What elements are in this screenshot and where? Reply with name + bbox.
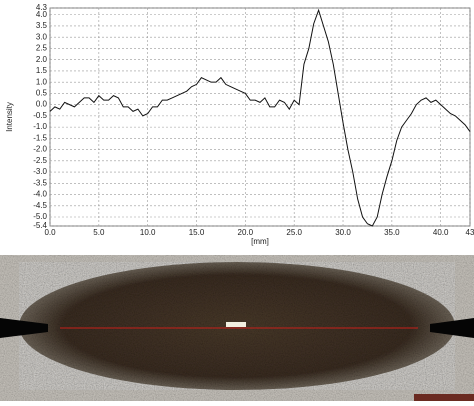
y-tick-label: -2.5 bbox=[33, 156, 47, 165]
x-tick-label: 5.0 bbox=[93, 228, 105, 237]
y-axis-label: Intensity bbox=[5, 102, 14, 132]
right-notch bbox=[430, 318, 474, 338]
x-tick-label: 35.0 bbox=[384, 228, 400, 237]
y-tick-label: 2.0 bbox=[36, 55, 48, 64]
x-tick-label: 10.0 bbox=[140, 228, 156, 237]
x-tick-label: 0.0 bbox=[44, 228, 56, 237]
x-tick-label: 20.0 bbox=[238, 228, 254, 237]
plot-area bbox=[49, 7, 471, 227]
x-tick-label: 15.0 bbox=[189, 228, 205, 237]
x-tick-label: 30.0 bbox=[335, 228, 351, 237]
y-tick-label: 2.5 bbox=[36, 44, 48, 53]
y-tick-label: -0.5 bbox=[33, 111, 47, 120]
y-tick-label: 4.3 bbox=[36, 3, 48, 12]
y-tick-label: 3.5 bbox=[36, 21, 48, 30]
x-tick-label: 25.0 bbox=[286, 228, 302, 237]
y-tick-label: 1.0 bbox=[36, 77, 48, 86]
y-tick-label: -1.0 bbox=[33, 122, 47, 131]
y-tick-label: -3.0 bbox=[33, 167, 47, 176]
y-tick-label: -4.5 bbox=[33, 201, 47, 210]
scale-bar bbox=[414, 394, 474, 401]
y-tick-label: 0.0 bbox=[36, 100, 48, 109]
x-axis-label: [mm] bbox=[251, 237, 269, 246]
left-notch bbox=[0, 318, 48, 338]
y-tick-label: 1.5 bbox=[36, 66, 48, 75]
y-tick-label: -3.5 bbox=[33, 178, 47, 187]
y-tick-label: -4.0 bbox=[33, 190, 47, 199]
y-tick-label: -1.5 bbox=[33, 133, 47, 142]
data-line bbox=[49, 8, 471, 227]
x-tick-label: 43 bbox=[466, 228, 474, 237]
y-tick-label: 4.0 bbox=[36, 10, 48, 19]
y-tick-label: 3.0 bbox=[36, 32, 48, 41]
micrograph bbox=[0, 255, 474, 401]
y-tick-label: -2.0 bbox=[33, 145, 47, 154]
x-tick-label: 40.0 bbox=[433, 228, 449, 237]
y-tick-label: -5.4 bbox=[33, 221, 47, 230]
y-tick-label: -5.0 bbox=[33, 212, 47, 221]
y-tick-label: 0.5 bbox=[36, 89, 48, 98]
label-box bbox=[226, 322, 246, 327]
